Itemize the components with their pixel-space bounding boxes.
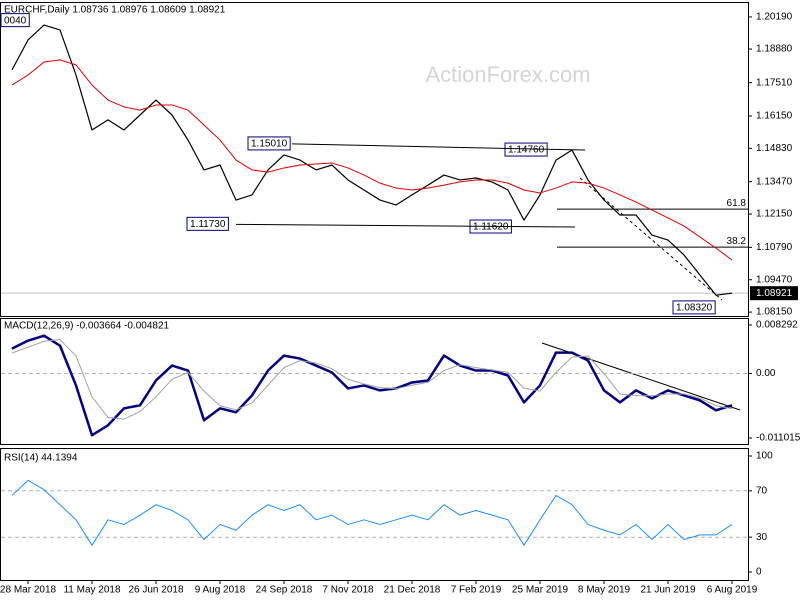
x-tick-label: 7 Nov 2018 xyxy=(322,585,374,596)
series-line xyxy=(11,479,733,546)
y-tick-label: -0.011015 xyxy=(756,433,800,444)
annotation-label: 0040 xyxy=(4,15,27,26)
annotation-box xyxy=(672,300,716,315)
last-price-label: 1.08921 xyxy=(756,288,793,299)
annotation-label: 1.11730 xyxy=(190,219,226,230)
fibonacci-label: 38.2 xyxy=(727,236,747,247)
annotation-label: 1.08320 xyxy=(676,303,713,314)
x-tick-label: 7 Feb 2019 xyxy=(451,585,502,596)
annotation-label: 1.11620 xyxy=(473,222,509,233)
macd-panel-frame xyxy=(0,318,749,445)
price-panel-frame xyxy=(0,2,749,317)
macd-title: MACD(12,26,9) -0.003664 -0.004821 xyxy=(4,321,170,332)
y-tick-label: 0.00 xyxy=(756,368,776,379)
y-tick-label: 1.08150 xyxy=(756,307,793,318)
y-tick-label: 1.16150 xyxy=(756,111,793,122)
last-price-box xyxy=(750,286,798,301)
y-tick-label: 1.13470 xyxy=(756,176,793,187)
x-tick-label: 21 Jun 2019 xyxy=(640,585,695,596)
x-tick-label: 28 Mar 2018 xyxy=(0,585,57,596)
channel-line xyxy=(291,143,586,151)
series-line xyxy=(11,24,733,296)
annotation-box xyxy=(0,13,30,28)
annotation-box xyxy=(186,216,229,231)
y-tick-label: 1.17510 xyxy=(756,77,793,88)
trend-line xyxy=(579,177,723,301)
x-tick-label: 8 May 2019 xyxy=(578,585,631,596)
watermark: ActionForex.com xyxy=(425,62,590,87)
x-tick-label: 9 Aug 2018 xyxy=(195,585,246,596)
y-tick-label: 1.18880 xyxy=(756,44,793,55)
rsi-panel-frame xyxy=(0,448,749,581)
x-tick-label: 25 Mar 2019 xyxy=(512,585,569,596)
annotation-label: 1.14760 xyxy=(508,145,545,156)
y-tick-label: 100 xyxy=(756,451,773,462)
y-tick-label: 1.09470 xyxy=(756,274,793,285)
y-tick-label: 30 xyxy=(756,532,768,543)
y-tick-label: 0.008292 xyxy=(756,320,798,331)
y-tick-label: 1.14830 xyxy=(756,143,793,154)
x-tick-label: 6 Aug 2019 xyxy=(707,585,758,596)
y-tick-label: 1.12150 xyxy=(756,209,793,220)
x-tick-label: 21 Dec 2018 xyxy=(384,585,441,596)
fibonacci-label: 61.8 xyxy=(727,198,747,209)
y-tick-label: 70 xyxy=(756,485,768,496)
x-tick-label: 24 Sep 2018 xyxy=(256,585,313,596)
series-line xyxy=(11,59,733,261)
channel-line xyxy=(235,223,576,228)
y-tick-label: 1.20190 xyxy=(756,12,793,23)
annotation-box xyxy=(247,136,291,151)
chart-title: EURCHF,Daily 1.08736 1.08976 1.08609 1.0… xyxy=(4,5,226,16)
x-tick-label: 11 May 2018 xyxy=(63,585,121,596)
annotation-label: 1.15010 xyxy=(251,139,288,150)
y-tick-label: 0 xyxy=(756,567,762,578)
rsi-title: RSI(14) 44.1394 xyxy=(4,453,78,464)
series-line xyxy=(11,339,733,420)
y-tick-label: 1.10790 xyxy=(756,242,793,253)
series-line xyxy=(11,334,733,437)
x-tick-label: 26 Jun 2018 xyxy=(128,585,183,596)
